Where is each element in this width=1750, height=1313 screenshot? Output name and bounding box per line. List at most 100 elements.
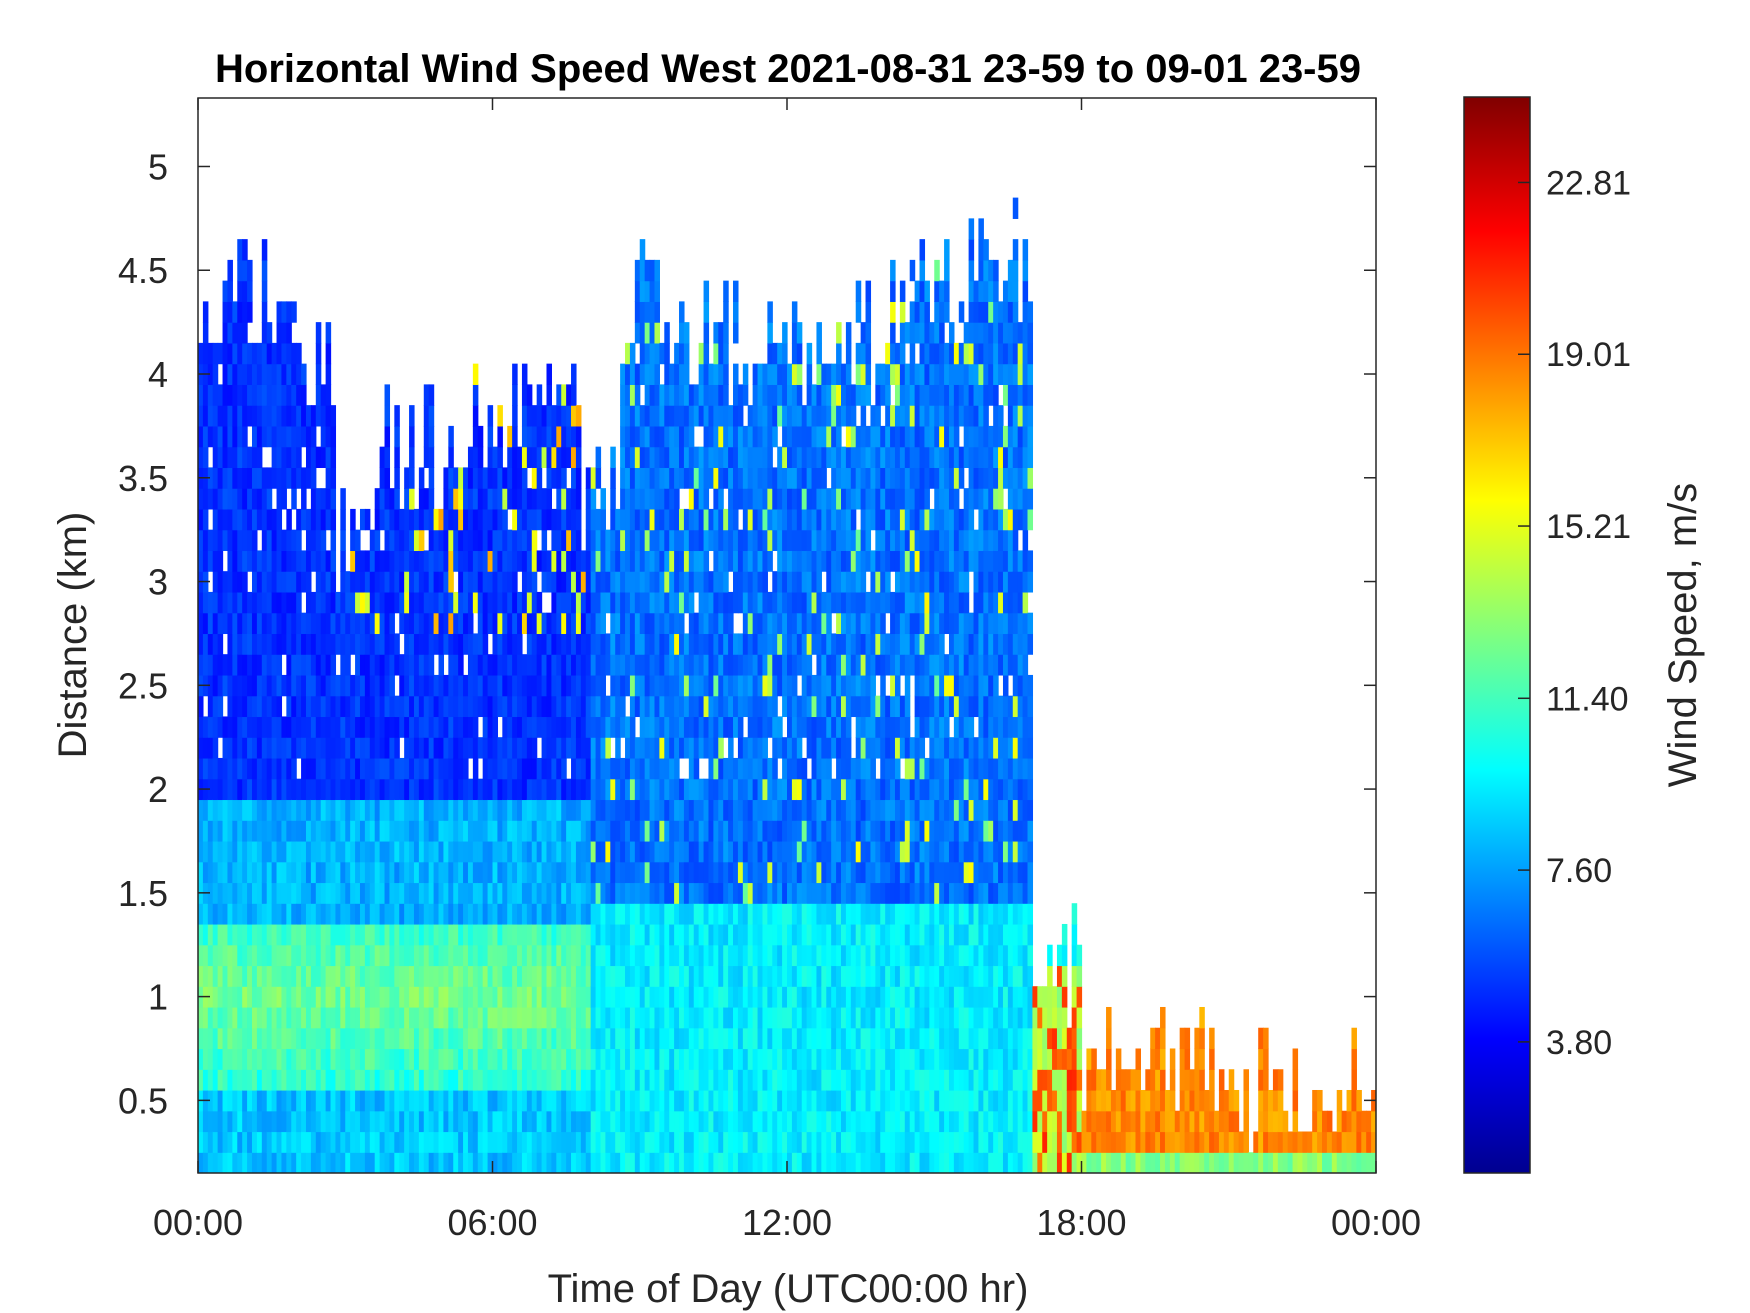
heatmap-cell: [728, 405, 734, 427]
heatmap-cell: [536, 612, 543, 635]
heatmap-cell: [566, 550, 572, 572]
heatmap-cell: [325, 820, 332, 842]
heatmap-cell: [497, 467, 503, 489]
heatmap-cell: [325, 861, 332, 884]
heatmap-cell: [345, 674, 351, 697]
heatmap-cell: [585, 1131, 592, 1153]
heatmap-cell: [659, 923, 665, 946]
heatmap-cell: [728, 944, 734, 967]
heatmap-cell: [335, 820, 341, 842]
heatmap-cell: [281, 446, 287, 468]
heatmap-cell: [497, 757, 503, 780]
heatmap-cell: [777, 612, 783, 635]
heatmap-cell: [826, 1089, 832, 1112]
heatmap-cell: [787, 986, 793, 1008]
heatmap-cell: [836, 446, 842, 468]
heatmap-cell: [266, 1027, 273, 1050]
heatmap-cell: [791, 612, 798, 635]
heatmap-cell: [821, 612, 827, 635]
heatmap-cell: [369, 1131, 376, 1153]
heatmap-cell: [345, 903, 351, 925]
heatmap-cell: [762, 840, 768, 863]
heatmap-cell: [247, 1152, 253, 1173]
heatmap-cell: [374, 1110, 381, 1133]
heatmap-cell: [791, 882, 798, 904]
heatmap-cell: [413, 861, 420, 884]
heatmap-cell: [664, 571, 670, 593]
heatmap-cell: [350, 550, 356, 572]
heatmap-cell: [703, 1048, 710, 1070]
heatmap-cell: [458, 591, 464, 614]
heatmap-cell: [502, 633, 508, 655]
heatmap-cell: [728, 861, 734, 884]
heatmap-cell: [463, 1110, 469, 1133]
heatmap-cell: [409, 633, 415, 655]
heatmap-cell: [286, 820, 292, 842]
heatmap-cell: [850, 633, 857, 655]
heatmap-cell: [232, 1006, 238, 1029]
heatmap-cell: [315, 612, 322, 635]
heatmap-cell: [301, 654, 307, 676]
heatmap-cell: [418, 944, 425, 967]
heatmap-cell: [811, 820, 818, 842]
heatmap-cell: [728, 446, 734, 468]
heatmap-cell: [654, 1152, 660, 1173]
heatmap-cell: [521, 903, 528, 925]
heatmap-cell: [845, 508, 852, 531]
heatmap-cell: [620, 425, 626, 448]
heatmap-cell: [286, 923, 292, 946]
heatmap-cell: [384, 1069, 391, 1091]
heatmap-cell: [217, 778, 224, 801]
heatmap-cell: [320, 633, 327, 655]
heatmap-cell: [281, 488, 287, 510]
heatmap-cell: [791, 425, 798, 448]
heatmap-cell: [463, 508, 469, 531]
heatmap-cell: [507, 1089, 513, 1112]
heatmap-cell: [649, 799, 656, 821]
heatmap-cell: [713, 405, 719, 427]
heatmap-cell: [222, 529, 229, 552]
heatmap-cell: [335, 591, 341, 614]
heatmap-cell: [620, 695, 626, 718]
heatmap-cell: [796, 322, 803, 344]
heatmap-cell: [521, 363, 528, 385]
heatmap-cell: [767, 674, 773, 697]
heatmap-cell: [521, 446, 528, 468]
heatmap-cell: [772, 965, 778, 987]
heatmap-cell: [698, 508, 705, 531]
heatmap-cell: [688, 695, 695, 718]
heatmap-cell: [566, 529, 572, 552]
heatmap-cell: [679, 944, 685, 967]
heatmap-cell: [742, 1048, 749, 1070]
heatmap-cell: [664, 612, 670, 635]
heatmap-cell: [688, 654, 695, 676]
heatmap-cell: [266, 425, 273, 448]
heatmap-cell: [517, 861, 523, 884]
heatmap-cell: [683, 446, 690, 468]
heatmap-cell: [477, 923, 484, 946]
heatmap-cell: [315, 1027, 322, 1050]
heatmap-cell: [389, 882, 395, 904]
heatmap-cell: [831, 799, 837, 821]
heatmap-cell: [762, 654, 768, 676]
heatmap-cell: [374, 508, 381, 531]
heatmap-cell: [796, 695, 803, 718]
heatmap-cell: [512, 633, 518, 655]
heatmap-cell: [404, 529, 410, 552]
heatmap-cell: [816, 757, 822, 780]
heatmap-cell: [590, 840, 597, 863]
heatmap-cell: [266, 778, 273, 801]
heatmap-cell: [207, 529, 214, 552]
heatmap-cell: [251, 716, 258, 738]
heatmap-cell: [389, 674, 395, 697]
heatmap-cell: [585, 612, 592, 635]
heatmap-cell: [561, 861, 567, 884]
heatmap-cell: [566, 612, 572, 635]
heatmap-cell: [742, 1069, 749, 1091]
heatmap-cell: [384, 467, 391, 489]
heatmap-cell: [384, 861, 391, 884]
heatmap-cell: [438, 737, 445, 759]
heatmap-cell: [571, 425, 577, 448]
heatmap-cell: [399, 1069, 405, 1091]
heatmap-cell: [654, 301, 660, 323]
